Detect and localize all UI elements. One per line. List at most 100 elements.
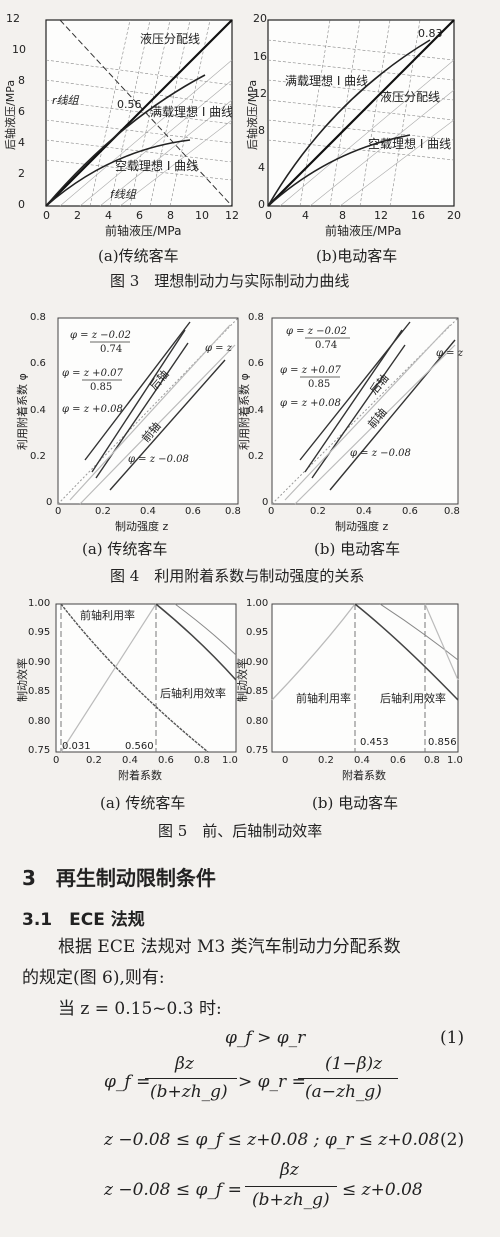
fig4a-label-mid-den: 0.85	[90, 382, 113, 393]
fig5b-plot	[271, 603, 459, 753]
fig4-sub-a: (a) 传统客车	[82, 540, 168, 558]
fig3a-label-full: 满载理想 I 曲线	[150, 105, 234, 119]
fig4b-ylabel: 利用附着系数 φ	[238, 373, 251, 450]
equation-1b-den2: (a−zh_g)	[305, 1082, 382, 1102]
equation-1: φ_f > φ_r	[225, 1028, 306, 1048]
fig4a-xtick-04: 0.4	[140, 506, 156, 517]
fig3a-xtick-12: 12	[225, 209, 239, 222]
fig3a-xtick-10: 10	[195, 209, 209, 222]
equation-3-right: ≤ z+0.08	[342, 1180, 423, 1200]
fig3a-ytick-6: 6	[18, 105, 25, 118]
fig5b-xtick-06: 0.6	[390, 755, 406, 766]
fig3a-label-hydraulic: 液压分配线	[140, 32, 201, 46]
section-heading: 3 再生制动限制条件	[22, 866, 216, 890]
fig3a-xtick-0: 0	[43, 209, 50, 222]
fig4a-label-minus: φ = z −0.08	[128, 454, 189, 465]
fig3a-ytick-10: 10	[12, 43, 26, 56]
condition-text: 当 z = 0.15~0.3 时:	[58, 999, 222, 1019]
fig5b-ylabel: 制动效率	[236, 658, 249, 702]
fig3a-xtick-2: 2	[74, 209, 81, 222]
fig5a-xtick-0: 0	[53, 755, 60, 766]
fig4a-ylabel: 利用附着系数 φ	[16, 373, 29, 450]
fig3a-ylabel: 后轴液压/MPa	[4, 79, 17, 150]
fig5a-xlabel: 附着系数	[118, 769, 162, 782]
fig4a-label-eq: φ = z	[205, 343, 233, 354]
fig4b-xtick-04: 0.4	[356, 506, 372, 517]
fig3b-label-hydraulic: 液压分配线	[380, 90, 441, 104]
fig4-sub-b: (b) 电动客车	[314, 540, 401, 558]
fig3b-ytick-8: 8	[258, 124, 265, 137]
fig5b-value-1: 0.453	[360, 737, 389, 748]
fig5b-ytick-085: 0.85	[246, 686, 269, 697]
fig3a-point: 0.56	[117, 98, 142, 111]
fig3-sub-a: (a)传统客车	[98, 247, 179, 265]
equation-3-den: (b+zh_g)	[252, 1190, 330, 1210]
fig5b-xtick-08: 0.8	[424, 755, 440, 766]
fig3b-xtick-8: 8	[339, 209, 346, 222]
fig3a-plot	[45, 19, 233, 207]
fig4b-label-minus: φ = z −0.08	[350, 448, 411, 459]
fig4b-label-plus: φ = z +0.08	[280, 398, 341, 409]
fig5a-ytick-095: 0.95	[28, 627, 51, 638]
fig5b-ytick-075: 0.75	[246, 745, 269, 756]
fig5a-ytick-100: 1.00	[28, 598, 51, 609]
equation-2-number: (2)	[440, 1130, 465, 1150]
fig3-sub-b: (b)电动客车	[316, 247, 398, 265]
fig5a-label-front: 前轴利用率	[80, 609, 135, 622]
fig4-caption: 图 4 利用附着系数与制动强度的关系	[110, 567, 365, 585]
fig4a-xtick-0: 0	[55, 506, 62, 517]
fig5a-ylabel: 制动效率	[16, 658, 29, 702]
fig4a-ytick-06: 0.6	[30, 358, 46, 369]
fig5b-ytick-090: 0.90	[246, 657, 269, 668]
fig4b-plot	[271, 317, 459, 505]
fig4a-ytick-08: 0.8	[30, 312, 46, 323]
fig3b-xtick-16: 16	[411, 209, 425, 222]
fig3a-ytick-4: 4	[18, 136, 25, 149]
fig4a-xtick-08: 0.8	[225, 506, 241, 517]
fig3a-ytick-2: 2	[18, 167, 25, 180]
fig5a-xtick-10: 1.0	[222, 755, 238, 766]
fig5-sub-a: (a) 传统客车	[100, 794, 186, 812]
fig3a-ytick-0: 0	[18, 198, 25, 211]
fig4b-xtick-0: 0	[268, 506, 275, 517]
fig5-sub-b: (b) 电动客车	[312, 794, 399, 812]
equation-1b-mid: > φ_r =	[238, 1072, 306, 1092]
fig3b-xtick-20: 20	[447, 209, 461, 222]
fig5a-ytick-090: 0.90	[28, 657, 51, 668]
equation-1b-num1: βz	[175, 1054, 194, 1074]
fig4b-label-upper-num: φ = z −0.02	[286, 326, 347, 337]
fig5a-ytick-085: 0.85	[28, 686, 51, 697]
paragraph-line-2: 的规定(图 6),则有:	[22, 968, 165, 988]
fig3b-ytick-20: 20	[253, 12, 267, 25]
fig4b-ytick-04: 0.4	[248, 405, 264, 416]
fig5a-value-1: 0.031	[62, 741, 91, 752]
fig3a-label-rgroup: r线组	[52, 94, 79, 107]
equation-1b-den1: (b+zh_g)	[150, 1082, 228, 1102]
fig3b-ytick-0: 0	[258, 198, 265, 211]
fig5b-label-front: 前轴利用率	[296, 692, 351, 705]
fig4b-xtick-08: 0.8	[444, 506, 460, 517]
equation-1b-num2: (1−β)z	[325, 1054, 383, 1074]
equation-1b-bar1	[145, 1078, 237, 1079]
fig3b-xtick-4: 4	[302, 209, 309, 222]
fig4a-label-upper-den: 0.74	[100, 344, 123, 355]
fig3a-xlabel: 前轴液压/MPa	[105, 224, 182, 238]
fig4a-plot	[57, 317, 239, 505]
fig5a-xtick-02: 0.2	[86, 755, 102, 766]
fig5b-xtick-0: 0	[282, 755, 289, 766]
fig3b-ylabel: 后轴液压/MPa	[246, 79, 259, 150]
fig5b-ytick-095: 0.95	[246, 627, 269, 638]
fig4b-label-mid-den: 0.85	[308, 379, 331, 390]
fig4a-xlabel: 制动强度 z	[115, 520, 169, 533]
fig4b-xlabel: 制动强度 z	[335, 520, 389, 533]
fig4b-ytick-02: 0.2	[248, 451, 264, 462]
fig5a-ytick-080: 0.80	[28, 716, 51, 727]
fig3a-ytick-12: 12	[6, 12, 20, 25]
fig4a-xtick-02: 0.2	[95, 506, 111, 517]
fig4b-label-upper-den: 0.74	[315, 340, 338, 351]
fig5b-ytick-100: 1.00	[246, 598, 269, 609]
fig4a-label-upper-num: φ = z −0.02	[70, 330, 131, 341]
fig3b-ytick-4: 4	[258, 161, 265, 174]
fig5a-xtick-08: 0.8	[194, 755, 210, 766]
equation-1b-bar2	[298, 1078, 398, 1079]
